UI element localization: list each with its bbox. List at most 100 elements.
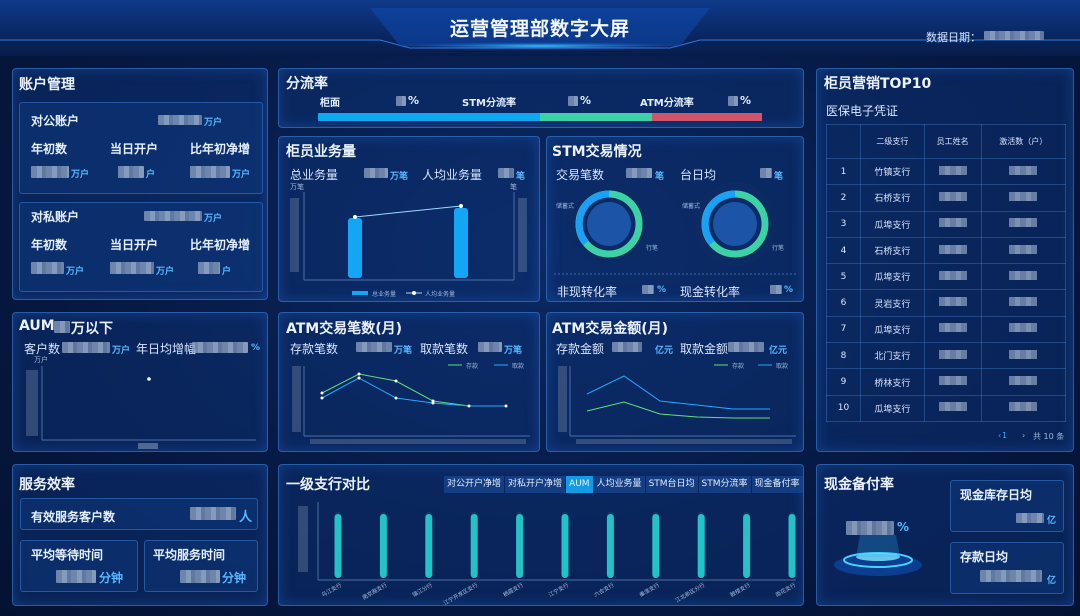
legend-label: 取款 [776, 363, 789, 370]
masked-value [568, 96, 578, 106]
label: 当日开户 [110, 142, 159, 156]
unit: 万户 [156, 267, 175, 277]
bar [652, 514, 660, 578]
count-cell [980, 236, 1067, 265]
donut-ring [701, 190, 736, 246]
unit: 亿 [1047, 576, 1057, 586]
donut-label: 储蓄式 [556, 203, 575, 210]
label: 柜面 [320, 98, 340, 109]
page-next[interactable]: › [1022, 431, 1026, 440]
label: 年日均增幅 [136, 342, 197, 356]
bar [454, 208, 468, 278]
panel-title: 一级支行对比 [286, 477, 370, 493]
rank: 7 [826, 315, 861, 344]
subtitle: 医保电子凭证 [826, 104, 899, 118]
donut-core [713, 202, 757, 246]
masked-label [26, 370, 38, 436]
masked-value [938, 323, 967, 333]
masked-value [938, 244, 967, 254]
point [147, 377, 151, 381]
masked-label [558, 366, 567, 432]
tab[interactable]: STM分流率 [698, 476, 751, 493]
unit: 亿元 [769, 346, 788, 356]
page-prev[interactable]: ‹ [998, 431, 1002, 440]
donut-core [587, 202, 631, 246]
label: ATM分流率 [640, 98, 694, 109]
page-number[interactable]: 1 [1002, 431, 1008, 440]
donut-label: 行笔 [772, 245, 785, 252]
masked-value [192, 342, 248, 353]
label: 台日均 [680, 168, 717, 182]
date-label: 数据日期： [926, 31, 981, 44]
panel-cash [816, 464, 1074, 606]
label: 取款金额 [680, 342, 729, 356]
panel-service [12, 464, 268, 606]
bar [334, 514, 342, 578]
label: 存款日均 [960, 550, 1009, 564]
masked-value [984, 31, 1044, 40]
unit: 分钟 [222, 571, 247, 585]
unit: 户 [222, 267, 232, 277]
table-row: 7 瓜埠支行 [826, 315, 1067, 344]
masked-value [31, 262, 64, 274]
masked-value [478, 342, 502, 352]
line [321, 377, 506, 407]
unit: 万户 [66, 267, 85, 277]
corporate-box [19, 102, 263, 194]
branch: 桥林支行 [860, 368, 925, 396]
serve-box [144, 540, 258, 592]
rank: 2 [826, 184, 861, 212]
unit: 户 [146, 170, 156, 180]
unit: 笔 [516, 172, 526, 182]
masked-label [138, 443, 158, 449]
branch: 竹镇支行 [860, 157, 925, 186]
unit: 万户 [204, 118, 223, 128]
bar [561, 514, 569, 578]
masked-value [356, 342, 392, 352]
bar [606, 514, 614, 578]
tab[interactable]: AUM [566, 476, 593, 493]
bar [470, 514, 478, 578]
masked-value [770, 285, 782, 294]
masked-label [290, 198, 299, 272]
panel-title: 柜员营销TOP10 [824, 76, 932, 92]
unit: 笔 [655, 172, 665, 182]
panel-teller [278, 136, 540, 302]
ranking-table: 二级支行 员工姓名 激活数（户） 1 竹镇支行 2 石桥支行 3 瓜埠支行 4 石桥支行 5 瓜埠支行 6… [826, 124, 1067, 422]
deposit-box [950, 542, 1064, 594]
branch: 北门支行 [860, 342, 925, 370]
tab[interactable]: 对公开户净增 [444, 476, 505, 493]
tab[interactable]: 现金备付率 [751, 476, 803, 493]
label: 对公账户 [31, 114, 80, 128]
masked-value [158, 115, 202, 125]
label: 总业务量 [290, 168, 339, 182]
panel-title: 服务效率 [19, 477, 75, 493]
label: 交易笔数 [556, 168, 605, 182]
label: 现金库存日均 [960, 488, 1033, 502]
panel-title: AUM [19, 318, 55, 334]
label: 有效服务客户数 [31, 510, 116, 524]
masked-value [180, 570, 220, 583]
tab[interactable]: STM台日均 [645, 476, 698, 493]
segment [540, 113, 652, 121]
pedestal [834, 554, 922, 576]
pedestal [856, 553, 900, 561]
unit: 万户 [112, 346, 131, 356]
unit: % [408, 94, 420, 107]
legend-label: 总业务量 [372, 291, 397, 298]
label: 平均等待时间 [31, 548, 104, 562]
masked-value [1009, 323, 1038, 333]
panel-atm-count [278, 312, 540, 452]
page-total: 共 10 条 [1033, 432, 1065, 441]
title-plate [370, 8, 710, 46]
panel-aum [12, 312, 268, 452]
page-title: 运营管理部数字大屏 [449, 18, 630, 40]
tab[interactable]: 人均业务量 [593, 476, 645, 493]
panel-title: 分流率 [286, 76, 328, 92]
label: 当日开户 [110, 238, 159, 252]
tab[interactable]: 对私开户净增 [505, 476, 566, 493]
label: STM分流率 [462, 98, 516, 109]
